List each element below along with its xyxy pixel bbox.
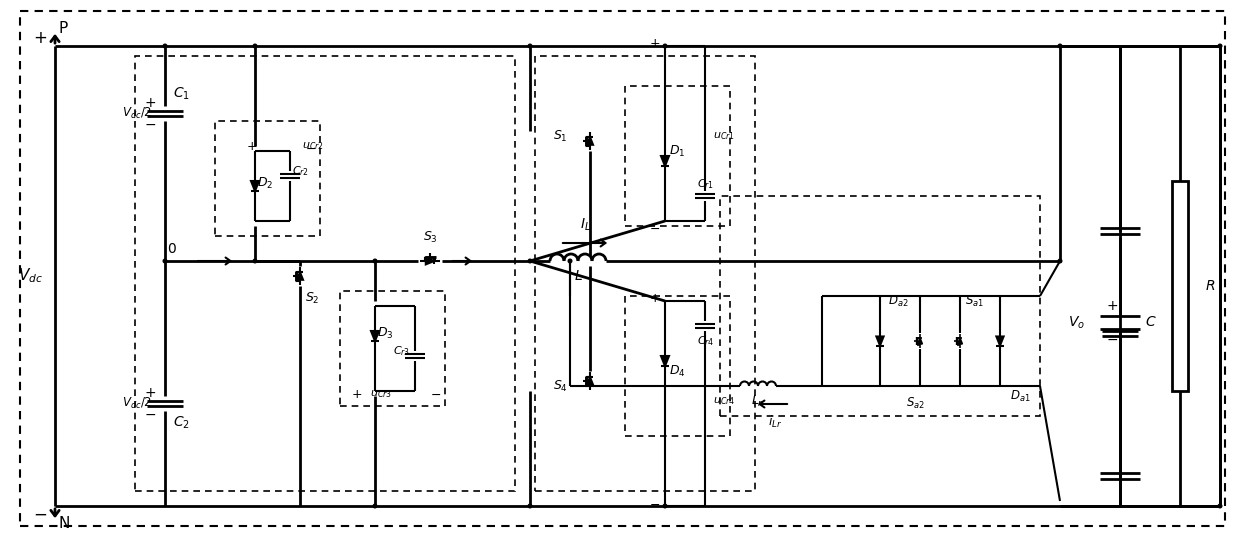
Text: $S_{a2}$: $S_{a2}$	[905, 396, 925, 411]
Bar	[340, 291, 445, 406]
Text: $C_{r4}$: $C_{r4}$	[697, 334, 714, 348]
Text: $u_{Cr2}$: $u_{Cr2}$	[303, 140, 324, 152]
Polygon shape	[587, 137, 593, 145]
Bar	[534, 56, 755, 491]
Circle shape	[663, 44, 667, 48]
Text: $-$: $-$	[430, 387, 441, 400]
Text: $I_L$: $I_L$	[579, 216, 590, 233]
Circle shape	[528, 504, 532, 508]
Bar	[625, 86, 730, 226]
Text: $i_{Lr}$: $i_{Lr}$	[768, 414, 782, 430]
Text: $V_{dc}/2$: $V_{dc}/2$	[122, 396, 153, 411]
Text: $D_2$: $D_2$	[257, 175, 273, 190]
Text: $u_{Cr3}$: $u_{Cr3}$	[370, 388, 392, 400]
Text: N: N	[60, 517, 71, 531]
Circle shape	[373, 259, 377, 263]
Text: $C$: $C$	[1145, 315, 1157, 329]
Text: $D_{a1}$: $D_{a1}$	[1011, 388, 1030, 404]
Polygon shape	[250, 181, 259, 191]
Text: +: +	[33, 29, 47, 47]
Polygon shape	[661, 156, 670, 166]
Text: $S_3$: $S_3$	[423, 230, 438, 245]
Circle shape	[164, 44, 167, 48]
Circle shape	[663, 504, 667, 508]
Text: $C_{r1}$: $C_{r1}$	[697, 177, 714, 191]
Text: $D_4$: $D_4$	[670, 364, 686, 379]
Text: $u_{Cr4}$: $u_{Cr4}$	[713, 395, 735, 407]
Polygon shape	[997, 337, 1003, 346]
Circle shape	[1058, 44, 1061, 48]
Text: $-$: $-$	[650, 221, 661, 234]
Text: +: +	[247, 140, 258, 153]
Bar	[215, 121, 320, 236]
Text: +: +	[1106, 299, 1117, 313]
Text: $R$: $R$	[1205, 279, 1215, 293]
Polygon shape	[587, 377, 593, 385]
Text: +: +	[650, 36, 661, 49]
Polygon shape	[296, 272, 303, 280]
Text: $L_r$: $L_r$	[751, 394, 765, 409]
Text: $-$: $-$	[650, 498, 661, 511]
Text: $V_{dc}/2$: $V_{dc}/2$	[122, 106, 153, 121]
Bar	[625, 296, 730, 436]
Circle shape	[164, 259, 167, 263]
Text: $-$: $-$	[144, 407, 156, 421]
Circle shape	[1218, 44, 1221, 48]
Bar	[1172, 181, 1188, 391]
Text: $C_{r2}$: $C_{r2}$	[291, 164, 309, 178]
Text: $C_1$: $C_1$	[174, 86, 190, 102]
Circle shape	[528, 259, 532, 263]
Text: +: +	[144, 386, 156, 400]
Polygon shape	[661, 356, 670, 366]
Text: $S_2$: $S_2$	[305, 291, 320, 306]
Text: $S_{a1}$: $S_{a1}$	[965, 293, 985, 308]
Circle shape	[253, 44, 257, 48]
Text: $S_1$: $S_1$	[553, 128, 568, 143]
Text: $C_{r3}$: $C_{r3}$	[393, 344, 410, 358]
Text: $D_3$: $D_3$	[377, 326, 393, 340]
Circle shape	[1058, 259, 1061, 263]
Polygon shape	[918, 338, 923, 344]
Text: $-$: $-$	[144, 117, 156, 131]
Text: $-$: $-$	[305, 142, 316, 155]
Polygon shape	[371, 331, 379, 341]
Text: $C_2$: $C_2$	[174, 415, 190, 431]
Text: $L$: $L$	[574, 269, 583, 283]
Text: +: +	[650, 292, 661, 305]
Text: $V_o$: $V_o$	[1068, 314, 1085, 331]
Circle shape	[528, 44, 532, 48]
Text: $u_{Cr1}$: $u_{Cr1}$	[713, 130, 735, 142]
Circle shape	[1218, 504, 1221, 508]
Text: 0: 0	[167, 242, 176, 256]
Polygon shape	[877, 337, 884, 346]
Circle shape	[568, 259, 572, 263]
Text: +: +	[352, 387, 362, 400]
Text: $-$: $-$	[32, 505, 47, 523]
Bar	[135, 56, 515, 491]
Text: $-$: $-$	[1106, 332, 1118, 346]
Circle shape	[253, 259, 257, 263]
Text: $D_1$: $D_1$	[670, 143, 686, 159]
Text: $S_4$: $S_4$	[553, 379, 568, 393]
Bar	[720, 196, 1040, 416]
Text: P: P	[60, 21, 68, 36]
Text: $V_{dc}$: $V_{dc}$	[17, 267, 42, 285]
Circle shape	[373, 504, 377, 508]
Text: +: +	[144, 96, 156, 110]
Polygon shape	[425, 258, 434, 265]
Text: $D_{a2}$: $D_{a2}$	[888, 293, 909, 308]
Polygon shape	[957, 338, 962, 344]
